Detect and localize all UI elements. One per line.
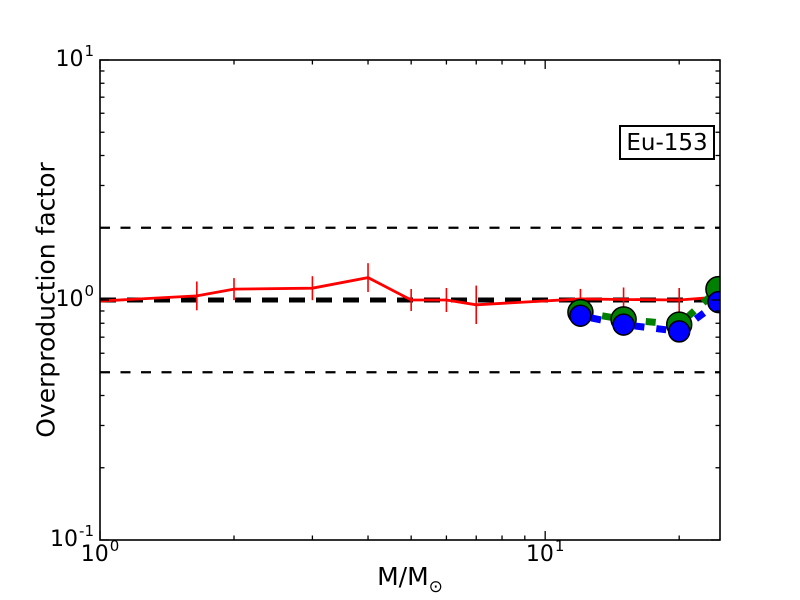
x-axis-label: M/M⊙ — [377, 562, 443, 597]
blue-dashed-circles-marker — [667, 320, 691, 343]
blue-dashed-circles-marker — [612, 313, 635, 336]
x-tick-label: 101 — [526, 537, 565, 567]
x-axis-label-text: M/M — [377, 562, 429, 591]
y-axis-label: Overproduction factor — [31, 162, 61, 438]
data-layer — [100, 263, 720, 343]
green-dashed-circles-line — [579, 286, 720, 329]
blue-dashed-circles-line — [579, 299, 720, 336]
y-tick-label: 100 — [55, 282, 94, 312]
solar-symbol: ⊙ — [428, 577, 443, 597]
y-tick-label: 101 — [55, 42, 94, 72]
isotope-annotation-box: Eu-153 — [619, 125, 715, 160]
blue-dashed-circles-marker — [569, 304, 592, 327]
axis-ticks — [99, 59, 720, 541]
y-tick-label: 10-1 — [50, 522, 94, 552]
isotope-annotation-text: Eu-153 — [626, 129, 708, 156]
red-series-line — [100, 276, 720, 307]
blue-dashed-circles-marker — [707, 290, 720, 314]
x-tick-label: 100 — [81, 537, 120, 567]
